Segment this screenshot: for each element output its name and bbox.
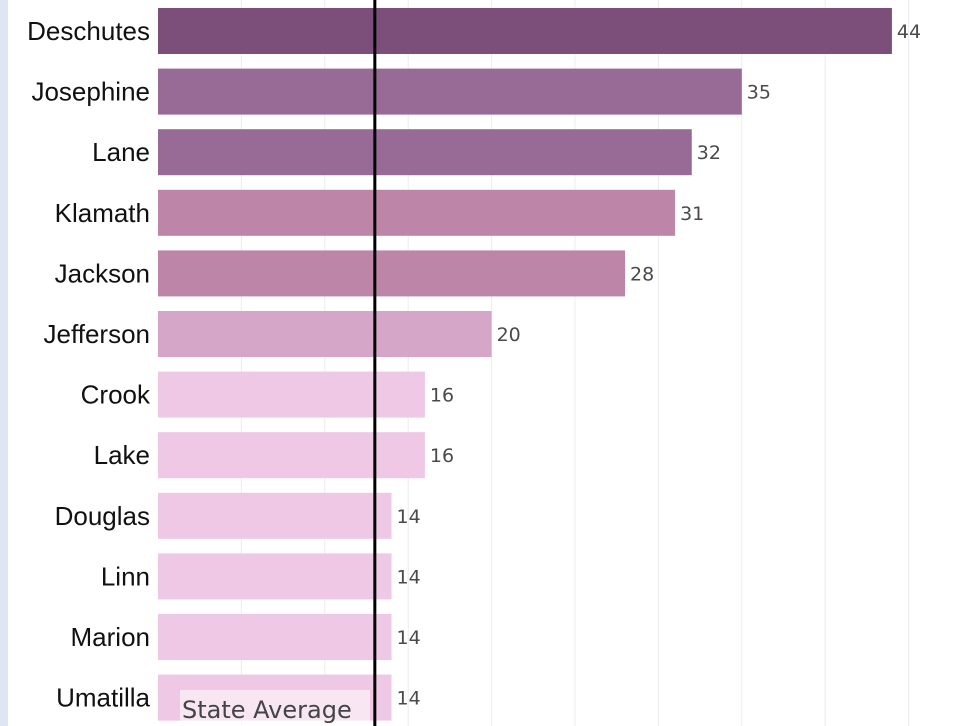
category-label: Josephine bbox=[31, 77, 150, 107]
bar bbox=[158, 553, 392, 600]
value-label: 20 bbox=[497, 324, 521, 346]
reference-label-bg bbox=[180, 690, 370, 726]
left-panel-edge bbox=[0, 0, 8, 726]
value-label: 35 bbox=[747, 82, 771, 104]
bar bbox=[158, 432, 425, 479]
category-label: Crook bbox=[81, 380, 151, 410]
value-label: 32 bbox=[697, 142, 721, 164]
bar bbox=[158, 371, 425, 418]
category-label: Marion bbox=[71, 622, 150, 652]
value-label: 44 bbox=[897, 21, 921, 43]
value-label: 16 bbox=[430, 445, 454, 467]
category-label: Deschutes bbox=[27, 16, 150, 46]
value-label: 14 bbox=[397, 566, 421, 588]
category-label: Linn bbox=[101, 561, 150, 591]
category-label: Douglas bbox=[55, 501, 150, 531]
value-label: 14 bbox=[397, 627, 421, 649]
value-label: 16 bbox=[430, 385, 454, 407]
bar bbox=[158, 614, 392, 660]
category-label: Klamath bbox=[55, 198, 150, 228]
bar bbox=[158, 492, 392, 539]
category-label: Lake bbox=[94, 440, 150, 470]
category-label: Umatilla bbox=[56, 683, 150, 713]
category-label: Jackson bbox=[55, 258, 150, 288]
reference-label: State Average bbox=[182, 696, 352, 724]
category-label: Jefferson bbox=[44, 319, 150, 349]
value-label: 14 bbox=[397, 506, 421, 528]
bar bbox=[158, 129, 692, 176]
value-label: 28 bbox=[630, 263, 654, 285]
category-label: Lane bbox=[92, 137, 150, 167]
bar bbox=[158, 8, 892, 54]
bar bbox=[158, 250, 626, 297]
bar bbox=[158, 311, 492, 357]
bar bbox=[158, 68, 742, 115]
value-label: 31 bbox=[680, 203, 704, 225]
bar bbox=[158, 189, 676, 236]
value-label: 14 bbox=[397, 688, 421, 710]
